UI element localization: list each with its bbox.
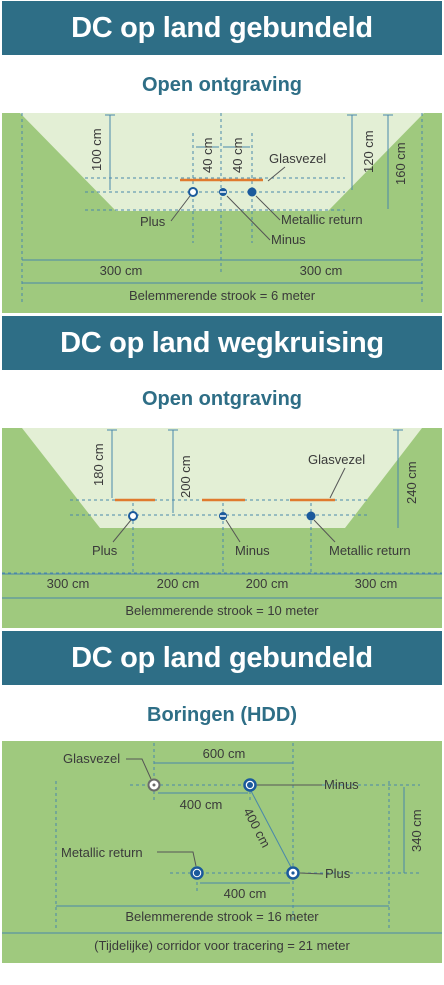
section2-subtitle: Open ontgraving [142, 388, 302, 410]
cable-metallic [306, 511, 316, 521]
label-minus: Minus [324, 777, 359, 792]
section1-diagram: 100 cm 40 cm 40 cm 120 cm 160 cm Glasvez… [2, 113, 442, 313]
dim-100: 100 cm [89, 128, 104, 171]
label-metallic: Metallic return [61, 845, 143, 860]
corridor-label: (Tijdelijke) corridor voor tracering = 2… [94, 938, 350, 953]
cable-plus [128, 511, 138, 521]
label-metallic: Metallic return [281, 212, 363, 227]
label-minus: Minus [271, 232, 306, 247]
trench [22, 428, 422, 528]
dim-400-bottom: 400 cm [224, 886, 267, 901]
section3-diagram: 600 cm 400 cm 400 cm 340 cm 400 cm Glasv… [2, 741, 442, 963]
label-glasvezel: Glasvezel [63, 751, 120, 766]
dim-300-left: 300 cm [100, 263, 143, 278]
label-minus: Minus [235, 543, 270, 558]
label-metallic: Metallic return [329, 543, 411, 558]
section2-banner: DC op land wegkruising [2, 316, 442, 370]
dim-400-top: 400 cm [180, 797, 223, 812]
dim-40-right: 40 cm [230, 138, 245, 173]
label-glasvezel: Glasvezel [269, 151, 326, 166]
section1-subtitle: Open ontgraving [142, 74, 302, 96]
dim-300-right: 300 cm [355, 576, 398, 591]
label-plus: Plus [325, 866, 351, 881]
dim-200-left: 200 cm [157, 576, 200, 591]
dim-340: 340 cm [409, 809, 424, 852]
label-plus: Plus [92, 543, 118, 558]
cable-plus [188, 187, 198, 197]
section2-diagram: 180 cm 200 cm 240 cm Glasvezel Plus Minu… [2, 428, 442, 628]
dim-180: 180 cm [91, 443, 106, 486]
dim-200-vert: 200 cm [178, 455, 193, 498]
section3-subtitle: Boringen (HDD) [147, 704, 297, 726]
strook-label: Belemmerende strook = 16 meter [125, 909, 319, 924]
section3-banner: DC op land gebundeld [2, 631, 442, 685]
ground [2, 741, 442, 963]
trench [20, 113, 424, 211]
dim-300-right: 300 cm [300, 263, 343, 278]
dim-120: 120 cm [361, 130, 376, 173]
section1-banner: DC op land gebundeld [2, 1, 442, 55]
dim-40-left: 40 cm [200, 138, 215, 173]
dim-160: 160 cm [393, 142, 408, 185]
strook-label: Belemmerende strook = 10 meter [125, 603, 319, 618]
dim-200-right: 200 cm [246, 576, 289, 591]
dim-240: 240 cm [404, 461, 419, 504]
label-glasvezel: Glasvezel [308, 452, 365, 467]
dim-600: 600 cm [203, 746, 246, 761]
strook-label: Belemmerende strook = 6 meter [129, 288, 316, 303]
label-plus: Plus [140, 214, 166, 229]
dim-300-left: 300 cm [47, 576, 90, 591]
cable-metallic [247, 187, 257, 197]
